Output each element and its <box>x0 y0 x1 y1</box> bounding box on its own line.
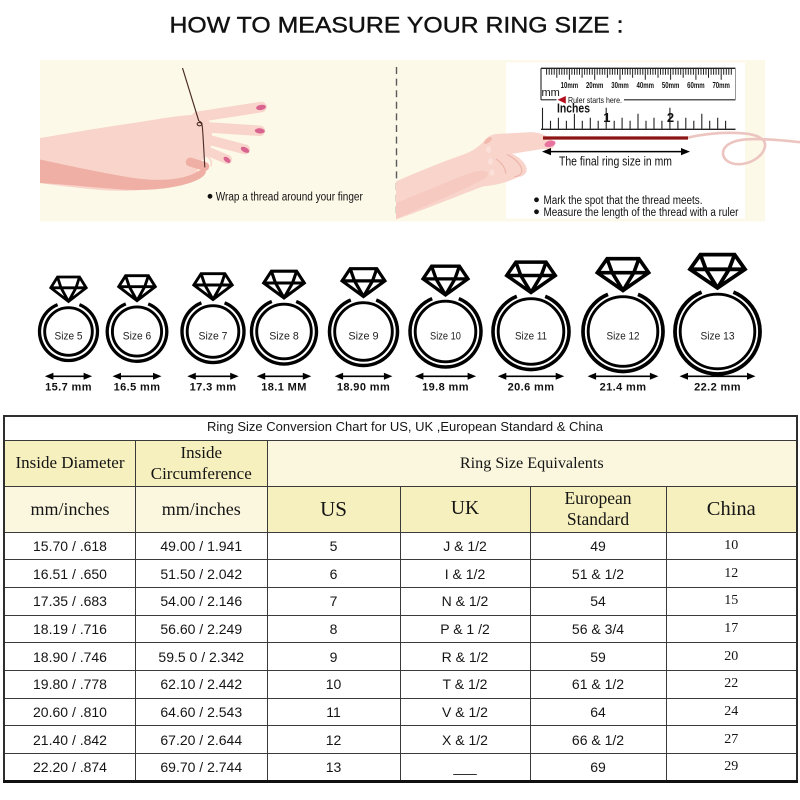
svg-text:18.1 MM: 18.1 MM <box>261 382 307 394</box>
svg-text:mm: mm <box>542 87 560 99</box>
svg-text:Size 11: Size 11 <box>515 330 547 342</box>
svg-text:21.4 mm: 21.4 mm <box>600 382 647 394</box>
svg-text:15.7 mm: 15.7 mm <box>45 382 92 394</box>
svg-text:Measure the length of the thre: Measure the length of the thread with a … <box>544 207 739 219</box>
svg-text:40mm: 40mm <box>637 80 655 90</box>
svg-text:Size 8: Size 8 <box>269 330 299 342</box>
svg-text:1: 1 <box>603 110 610 125</box>
svg-text:Size 10: Size 10 <box>430 330 461 342</box>
svg-text:Size 6: Size 6 <box>123 330 151 342</box>
svg-text:50mm: 50mm <box>662 80 680 90</box>
svg-text:60mm: 60mm <box>687 80 705 90</box>
svg-text:Wrap a thread around your fing: Wrap a thread around your finger <box>216 192 363 204</box>
svg-text:20mm: 20mm <box>586 80 604 90</box>
svg-text:Size 7: Size 7 <box>199 330 228 342</box>
svg-text:Size 13: Size 13 <box>700 330 734 342</box>
svg-text:18.90 mm: 18.90 mm <box>337 382 390 394</box>
svg-text:22.2 mm: 22.2 mm <box>694 382 741 394</box>
svg-text:70mm: 70mm <box>712 80 730 90</box>
svg-text:Inches: Inches <box>557 101 590 116</box>
svg-text:Size 9: Size 9 <box>348 330 378 342</box>
svg-text:2: 2 <box>667 110 674 125</box>
svg-text:10mm: 10mm <box>561 80 579 90</box>
svg-text:Size 5: Size 5 <box>55 330 83 342</box>
svg-text:20.6 mm: 20.6 mm <box>508 382 555 394</box>
svg-text:16.5 mm: 16.5 mm <box>114 382 161 394</box>
svg-text:Mark the spot that the thread: Mark the spot that the thread meets. <box>544 195 703 207</box>
svg-text:30mm: 30mm <box>611 80 629 90</box>
svg-text:Ruler starts here.: Ruler starts here. <box>568 95 622 105</box>
svg-text:Size 12: Size 12 <box>607 330 640 342</box>
svg-text:The final ring size in mm: The final ring size in mm <box>559 155 672 169</box>
svg-text:17.3 mm: 17.3 mm <box>190 382 237 394</box>
svg-text:HOW TO MEASURE YOUR RING SIZE: HOW TO MEASURE YOUR RING SIZE : <box>170 13 624 38</box>
svg-text:19.8 mm: 19.8 mm <box>422 382 469 394</box>
